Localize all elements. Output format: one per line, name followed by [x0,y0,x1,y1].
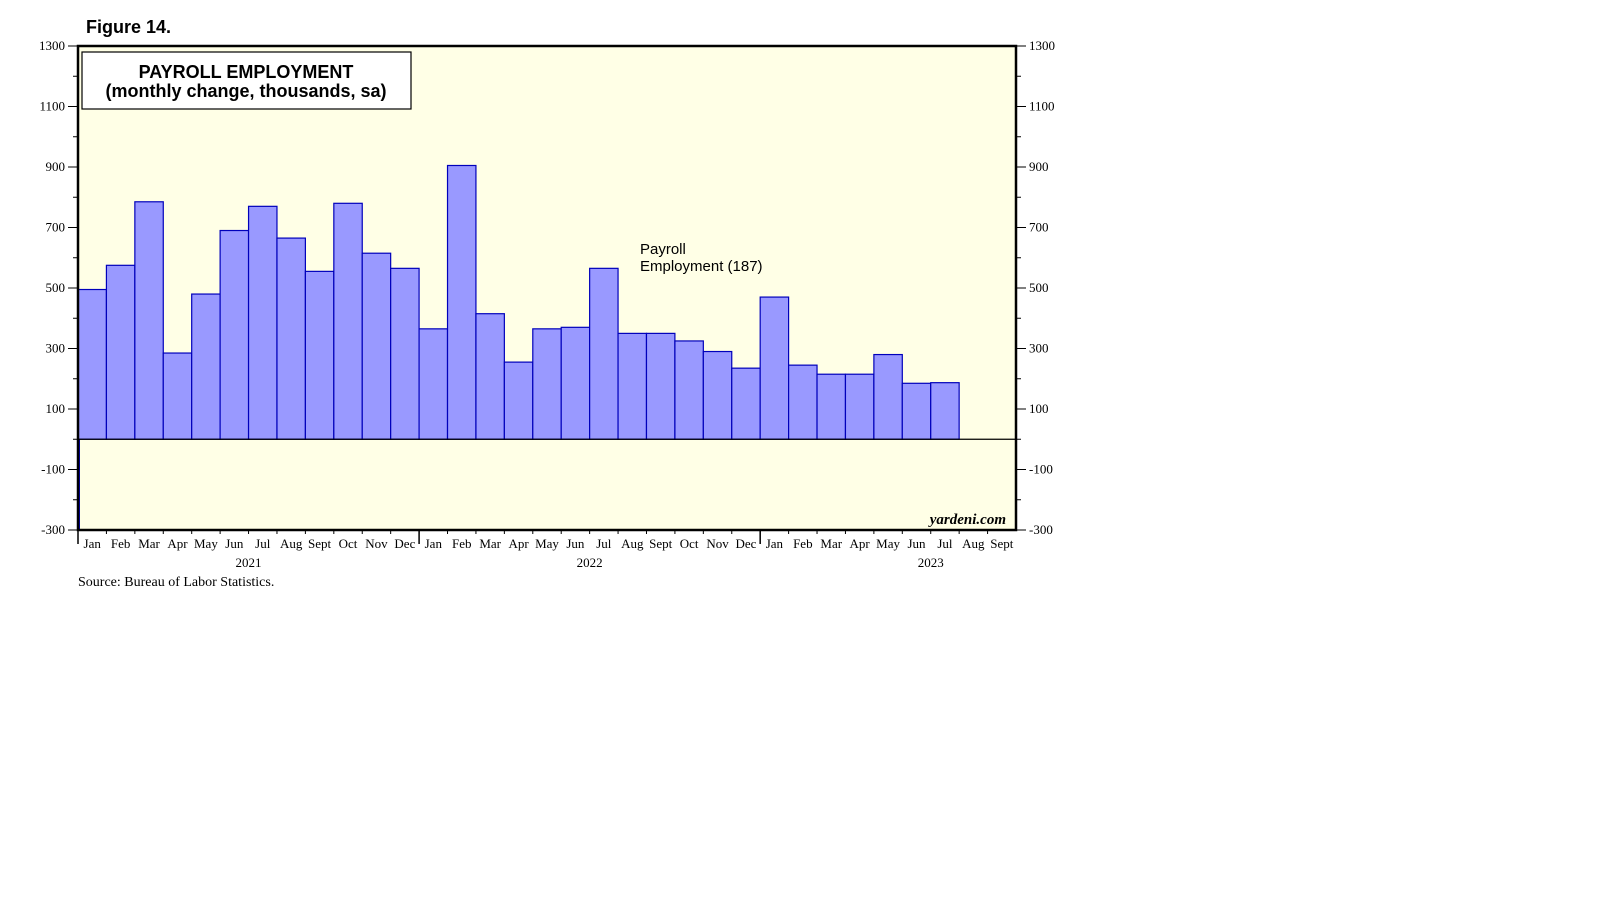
x-tick-label: Oct [339,536,358,551]
figure-label: Figure 14. [86,17,171,37]
bar [901,382,932,440]
y-tick-label: 300 [1029,341,1049,356]
bar [532,328,562,440]
x-tick-label: Mar [138,536,160,551]
x-tick-label: Apr [508,536,529,551]
y-tick-label: 1300 [39,38,65,53]
chart-subtitle: (monthly change, thousands, sa) [105,81,386,101]
x-tick-label: Dec [736,536,757,551]
y-tick-label: -100 [1029,462,1053,477]
bar [333,202,363,440]
bar [503,361,534,440]
year-label: 2022 [577,555,603,570]
x-tick-label: Jan [766,536,784,551]
y-tick-label: 1300 [1029,38,1055,53]
y-tick-label: 500 [1029,280,1049,295]
x-tick-label: Mar [820,536,842,551]
chart-title: PAYROLL EMPLOYMENT [139,62,354,82]
x-tick-label: Jul [596,536,612,551]
bar [759,296,790,440]
bar [361,252,392,440]
y-tick-label: 1100 [39,99,65,114]
x-tick-label: Mar [479,536,501,551]
x-tick-label: Apr [850,536,871,551]
bar [304,270,335,440]
y-tick-label: 300 [46,341,66,356]
bar [390,267,420,440]
bar [816,373,847,440]
bar [105,264,136,440]
bar [560,326,591,440]
x-tick-label: May [876,536,900,551]
year-label: 2021 [236,555,262,570]
bar [617,332,648,440]
x-tick-label: Sept [308,536,332,551]
bar [731,367,761,440]
bar [276,237,306,440]
series-annotation-line1: Payroll [640,241,686,258]
y-tick-label: 1100 [1029,99,1055,114]
left-y-axis: -300 -100 100 300 500 700 900 1100 1300 [39,38,78,537]
x-axis: Jan Feb Mar Apr May Jun Jul Aug Sept Oct Nov Dec Jan… [77,530,1014,570]
x-tick-label: Feb [793,536,813,551]
watermark: yardeni.com [928,512,1006,528]
bar [702,350,733,440]
y-tick-label: 700 [46,220,66,235]
bar [418,328,449,440]
x-tick-label: Nov [365,536,388,551]
series-annotation-line2: Employment (187) [640,258,763,275]
x-tick-label: Oct [680,536,699,551]
x-tick-label: May [194,536,218,551]
x-tick-label: Jan [84,536,102,551]
bar [446,164,477,440]
plot-area [78,46,1016,530]
bar [134,201,164,440]
x-tick-label: Jun [907,536,926,551]
bar [930,382,960,440]
y-tick-label: -300 [41,522,65,537]
y-tick-label: 900 [1029,159,1049,174]
year-label: 2023 [918,555,944,570]
bar [645,332,676,440]
bar [844,373,875,440]
bar [475,313,505,440]
y-tick-label: 700 [1029,220,1049,235]
x-tick-label: Jul [937,536,953,551]
x-tick-label: Feb [111,536,131,551]
x-tick-label: Aug [962,536,985,551]
x-tick-label: Dec [394,536,415,551]
right-y-axis: -300 -100 100 300 500 700 900 1100 1300 [1016,38,1055,537]
x-tick-label: Sept [990,536,1014,551]
bar [77,288,108,440]
x-tick-label: Feb [452,536,472,551]
bar-series [77,164,960,530]
x-tick-label: Jan [425,536,443,551]
y-tick-label: 100 [1029,401,1049,416]
bar [247,205,278,440]
source-note: Source: Bureau of Labor Statistics. [78,575,274,590]
y-tick-label: 900 [46,159,66,174]
x-tick-label: Jun [566,536,585,551]
bar [788,364,818,440]
x-tick-label: Apr [167,536,188,551]
bar [873,353,903,440]
x-tick-label: Sept [649,536,673,551]
x-tick-label: Aug [621,536,644,551]
x-tick-label: Aug [280,536,303,551]
x-tick-label: Jul [255,536,271,551]
bar [191,293,221,440]
x-tick-label: May [535,536,559,551]
y-tick-label: -300 [1029,522,1053,537]
y-tick-label: 500 [46,280,66,295]
bar [674,340,704,440]
bar [589,267,619,440]
y-tick-label: -100 [41,462,65,477]
x-tick-label: Jun [225,536,244,551]
bar [219,229,250,440]
bar [162,352,193,440]
y-tick-label: 100 [46,401,66,416]
chart-title-box: PAYROLL EMPLOYMENT (monthly change, thou… [81,51,412,110]
x-tick-label: Nov [706,536,729,551]
